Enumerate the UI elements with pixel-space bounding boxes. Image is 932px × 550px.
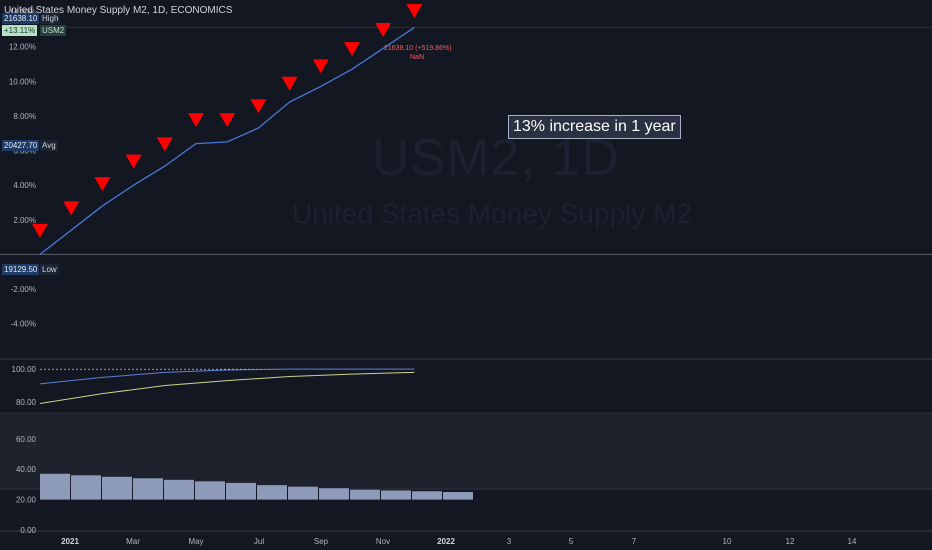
bar <box>71 475 101 500</box>
x-tick-label: 5 <box>569 537 574 546</box>
low-value-tag: 19129.50 <box>2 264 40 275</box>
y-tick-label: -2.00% <box>11 285 36 294</box>
y-tick-label: 4.00% <box>13 181 36 190</box>
osc-series-line <box>39 368 415 385</box>
bar <box>319 488 349 500</box>
annotation-box[interactable]: 13% increase in 1 year <box>508 115 681 139</box>
bar-panel-bg <box>0 413 932 490</box>
x-tick-label: Mar <box>126 537 140 546</box>
indicator-panels <box>0 358 932 532</box>
x-axis: 2021 Mar May Jul Sep Nov 2022 3 5 7 10 12 14 <box>61 537 857 546</box>
bar <box>350 489 380 500</box>
high-label-tag: High <box>40 13 61 24</box>
series-layer <box>39 26 473 500</box>
avg-value-tag: 20427.70 <box>2 140 40 151</box>
series-line <box>39 26 415 255</box>
bar-y-tick-label: 20.00 <box>16 496 37 505</box>
x-tick-label: Nov <box>376 537 390 546</box>
bar <box>412 491 442 500</box>
watermark-name: United States Money Supply M2 <box>292 198 692 229</box>
symbol-tag: USM2 <box>40 25 67 36</box>
osc-series-line <box>39 371 415 404</box>
change-pct-tag: +13.11% <box>2 25 38 36</box>
y-tick-label: 8.00% <box>13 112 36 121</box>
marker-down-arrow <box>312 59 329 74</box>
bar <box>443 492 473 500</box>
bar <box>288 486 318 500</box>
high-value-tag: 21638.10 <box>2 13 40 24</box>
x-tick-label: 3 <box>507 537 512 546</box>
marker-down-arrow <box>125 154 142 169</box>
marker-down-arrow <box>63 201 80 216</box>
marker-down-arrow <box>250 99 267 114</box>
x-tick-label: 10 <box>723 537 732 546</box>
bar <box>102 476 132 500</box>
bar-y-tick-label: 60.00 <box>16 435 37 444</box>
marker-down-arrow <box>156 137 173 152</box>
bar-y-tick-label: 0.00 <box>20 526 36 535</box>
y-tick-label: 10.00% <box>9 77 36 86</box>
x-tick-label: 2021 <box>61 537 79 546</box>
chart-title: United States Money Supply M2, 1D, ECONO… <box>4 5 233 16</box>
marker-down-arrow <box>94 177 111 192</box>
bar <box>195 481 225 500</box>
y-tick-label: 6.00% <box>13 147 36 156</box>
marker-down-arrow <box>344 42 360 57</box>
marker-down-arrow <box>32 223 48 238</box>
bar <box>381 490 411 500</box>
markers-layer <box>32 4 423 238</box>
avg-label-tag: Avg <box>40 140 58 151</box>
bar <box>40 473 70 500</box>
x-tick-label: 7 <box>632 537 637 546</box>
y-tick-label: 12.00% <box>9 43 36 52</box>
osc-y-tick-label: 80.00 <box>16 398 37 407</box>
marker-down-arrow <box>375 23 392 38</box>
x-tick-label: Jul <box>254 537 264 546</box>
marker-down-arrow <box>219 113 236 128</box>
bar <box>226 482 256 500</box>
x-tick-label: Sep <box>314 537 329 546</box>
x-tick-label: 14 <box>848 537 857 546</box>
bar <box>257 485 287 500</box>
bar <box>133 478 163 500</box>
last-value-label: 21638.10 (+519.86%) <box>384 45 452 52</box>
bar-y-tick-label: 40.00 <box>16 465 37 474</box>
x-tick-label: May <box>188 537 203 546</box>
y-axis: 14.00% 12.00% 10.00% 8.00% 6.00% 4.00% 2.00% -2… <box>9 8 37 535</box>
x-tick-label: 12 <box>786 537 795 546</box>
low-label-tag: Low <box>40 264 59 275</box>
y-tick-label: 14.00% <box>9 8 36 17</box>
marker-down-arrow <box>188 113 204 128</box>
y-tick-label: -4.00% <box>11 320 36 329</box>
bar <box>164 479 194 500</box>
grid <box>0 26 932 255</box>
marker-down-arrow <box>406 4 423 18</box>
osc-y-tick-label: 100.00 <box>12 365 37 374</box>
marker-down-arrow <box>281 76 298 91</box>
y-tick-label: 2.00% <box>13 216 36 225</box>
last-value-sub: NaN <box>410 54 425 61</box>
x-tick-label: 2022 <box>437 537 455 546</box>
